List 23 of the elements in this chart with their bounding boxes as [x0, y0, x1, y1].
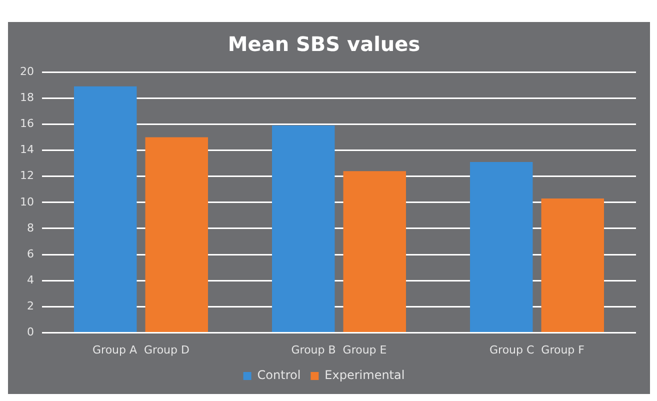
y-tick-label: 20	[20, 64, 34, 78]
x-tick-label: Group A Group D	[92, 343, 190, 356]
y-tick-label: 6	[26, 247, 34, 260]
y-tick-label: 18	[20, 90, 34, 104]
y-tick-label: 12	[20, 169, 34, 182]
x-tick-label: Group B Group E	[291, 343, 387, 356]
legend-label: Control	[257, 368, 301, 382]
y-tick-label: 0	[26, 326, 34, 339]
y-tick-label: 8	[26, 221, 34, 234]
bar	[74, 86, 137, 332]
bar	[541, 198, 604, 332]
y-tick-label: 14	[20, 143, 34, 156]
x-tick-label: Group C Group F	[490, 343, 584, 356]
y-tick-label: 10	[20, 195, 34, 208]
bar	[343, 171, 406, 332]
bar	[470, 162, 533, 332]
bar	[145, 137, 208, 332]
legend-label: Experimental	[324, 368, 405, 382]
y-tick-label: 4	[26, 274, 34, 286]
chart-title: Mean SBS values	[228, 32, 420, 56]
y-tick-label: 16	[20, 117, 34, 130]
y-tick-label: 2	[26, 300, 34, 313]
bar	[272, 125, 335, 332]
